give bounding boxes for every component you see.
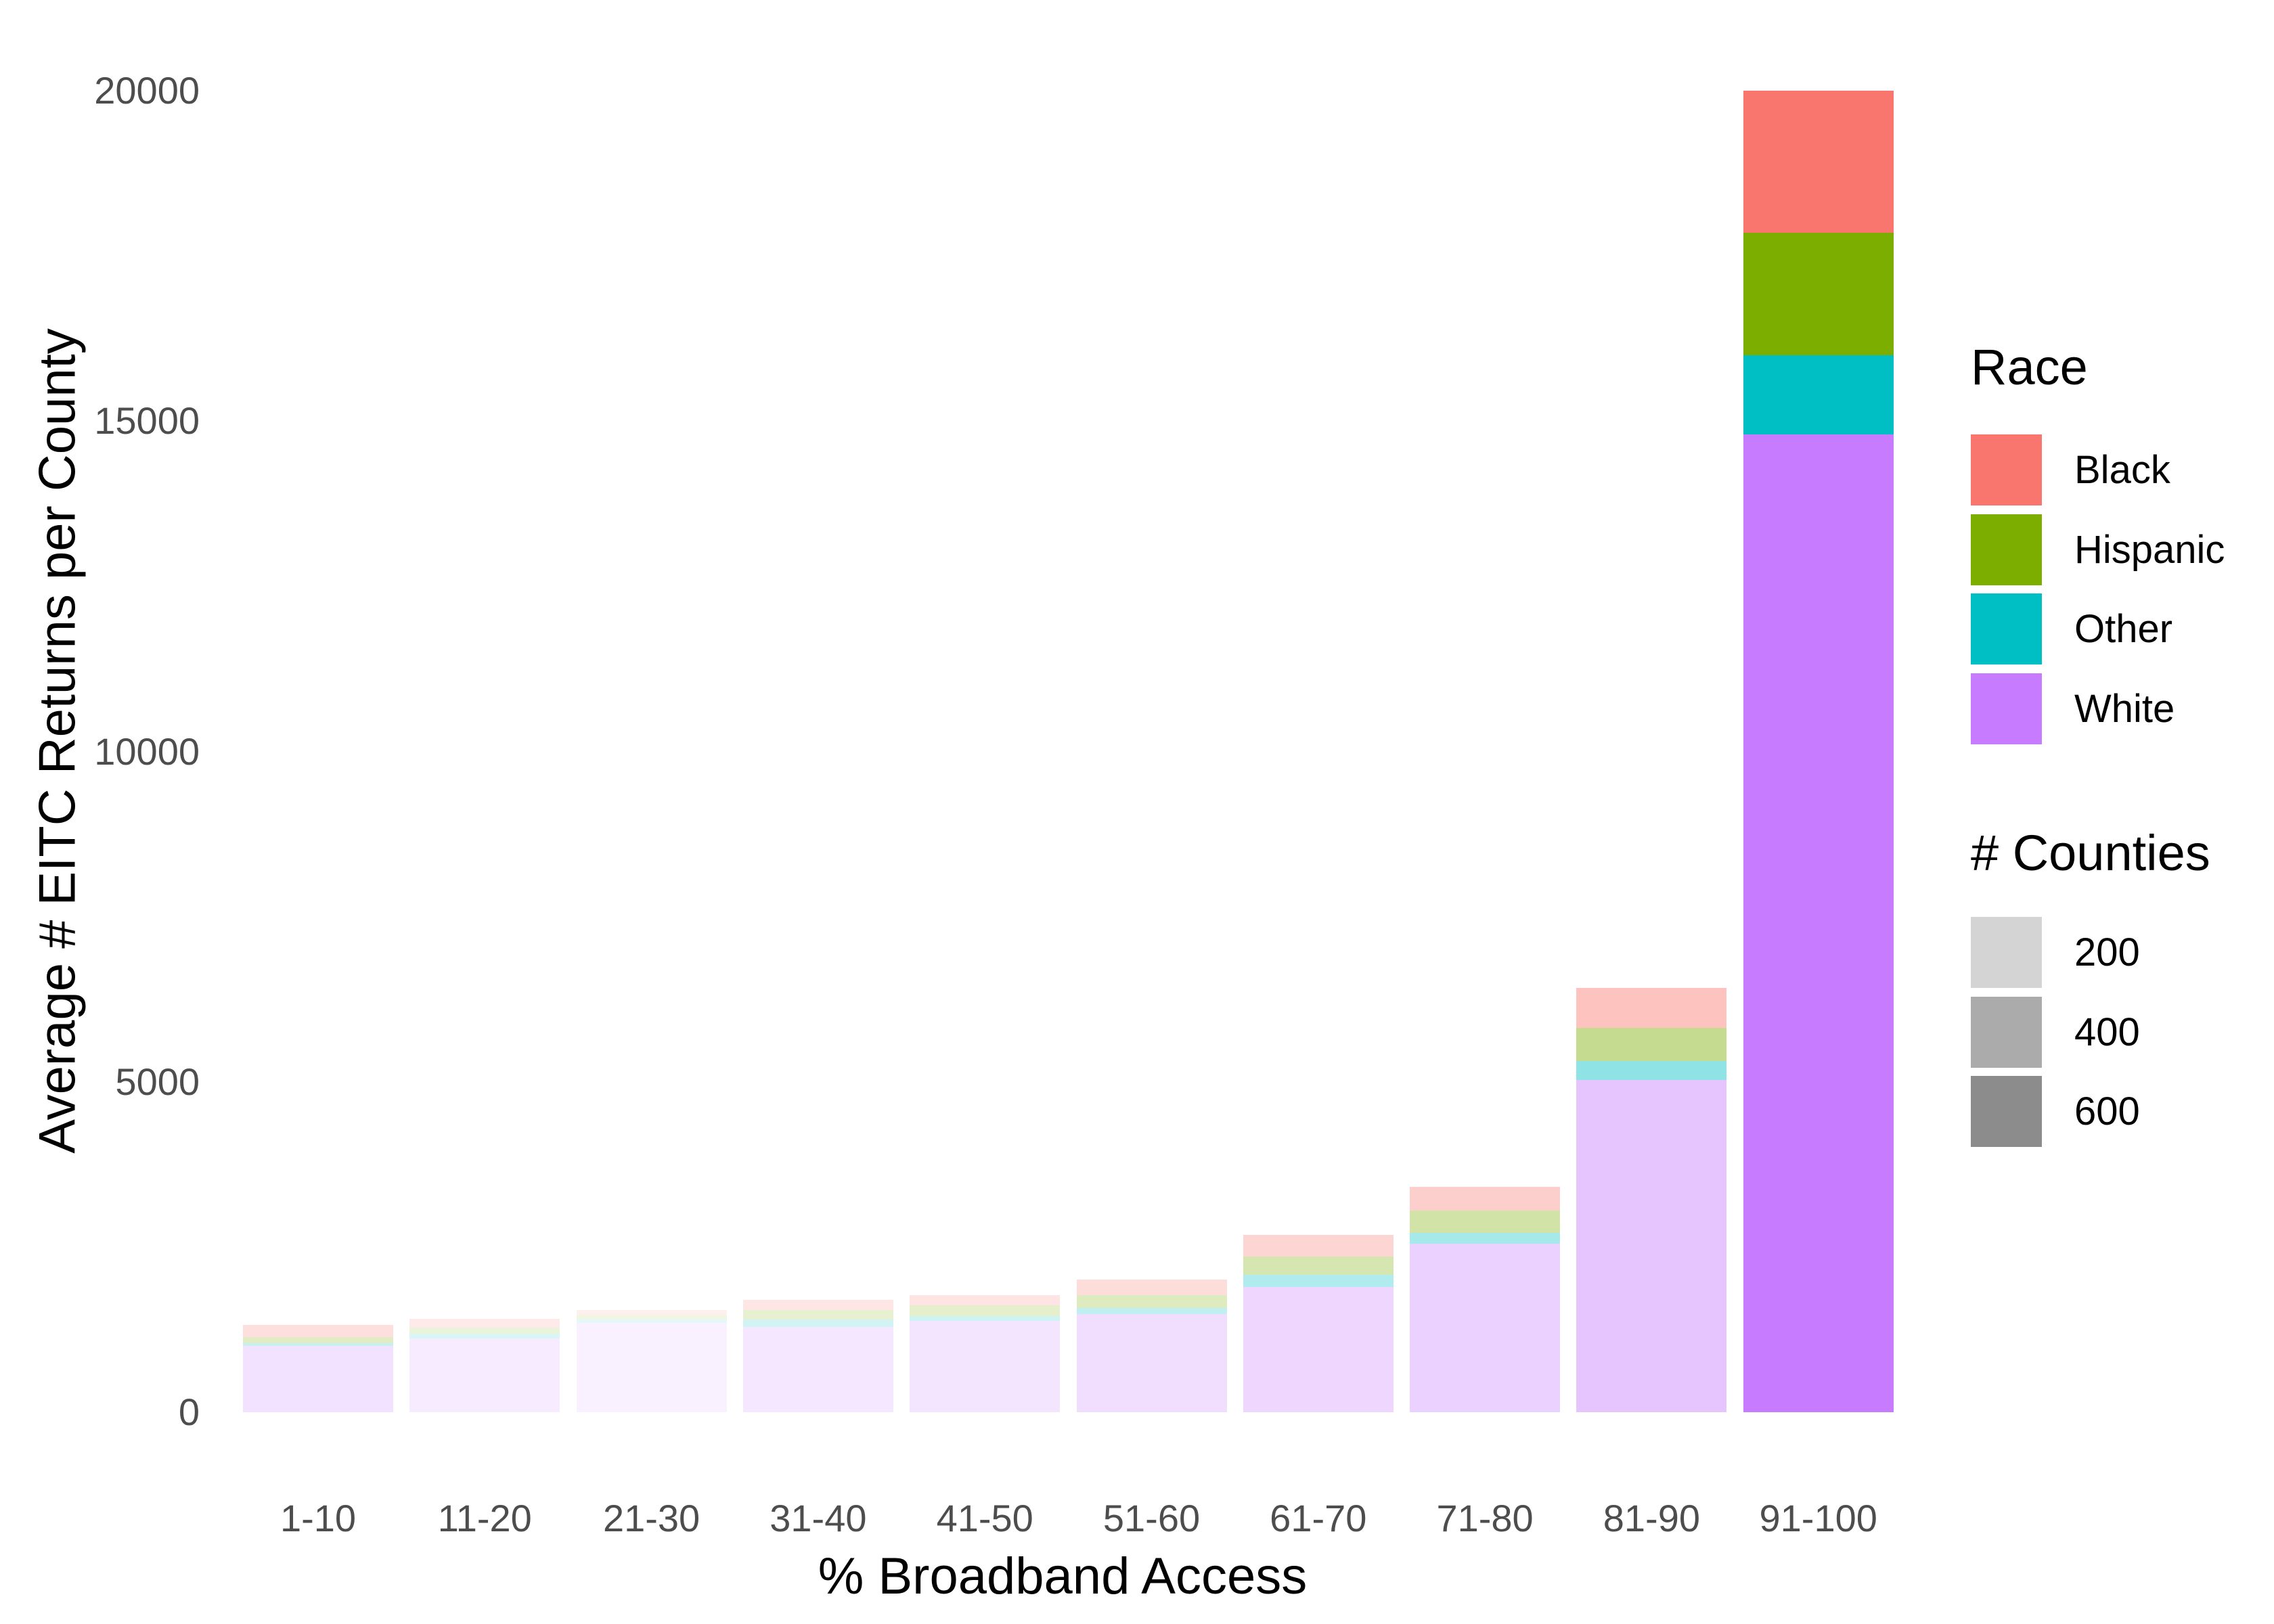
race-legend-title: Race [1971, 339, 2088, 395]
legend-item-600: 600 [1971, 1076, 2140, 1147]
bar-segment-white [1076, 1314, 1227, 1412]
x-tick-label: 81-90 [1603, 1497, 1700, 1539]
bar-segment-black [742, 1300, 893, 1310]
bar-81-90 [1576, 988, 1727, 1412]
y-tick-label: 10000 [94, 729, 200, 773]
bar-segment-hispanic [1076, 1295, 1227, 1308]
x-tick-label: 11-20 [437, 1497, 532, 1539]
legend-label: Black [2074, 448, 2170, 492]
bar-segment-other [1076, 1307, 1227, 1315]
bar-segment-hispanic [243, 1337, 393, 1343]
bar-segment-other [742, 1320, 893, 1327]
bar-11-20 [409, 1319, 560, 1412]
bar-segment-hispanic [1243, 1256, 1394, 1275]
legend-swatch [1971, 1076, 2042, 1147]
legend-item-hispanic: Hispanic [1971, 514, 2225, 585]
legend-item-400: 400 [1971, 996, 2140, 1068]
legend-item-200: 200 [1971, 917, 2140, 988]
bar-segment-other [576, 1319, 727, 1324]
bar-segment-white [1576, 1079, 1727, 1412]
y-tick-label: 20000 [94, 69, 200, 112]
x-tick-label: 61-70 [1270, 1497, 1367, 1539]
bar-segment-other [1743, 355, 1894, 434]
bar-segment-white [409, 1338, 560, 1412]
bar-segment-white [1410, 1243, 1561, 1412]
x-tick-label: 51-60 [1102, 1497, 1201, 1539]
bar-51-60 [1076, 1279, 1227, 1412]
bar-segment-white [1743, 434, 1894, 1412]
bar-segment-hispanic [742, 1309, 893, 1320]
bar-segment-black [1576, 988, 1727, 1028]
bar-segment-white [243, 1345, 393, 1412]
bar-segment-hispanic [576, 1314, 727, 1320]
legend-swatch [1971, 593, 2042, 664]
bar-segment-white [910, 1321, 1061, 1412]
bar-segment-hispanic [1410, 1211, 1561, 1234]
x-tick-label: 91-100 [1759, 1497, 1877, 1539]
bar-segment-other [910, 1316, 1061, 1322]
bar-segment-hispanic [910, 1305, 1061, 1317]
legend-label: 600 [2074, 1089, 2140, 1133]
bar-segment-other [1576, 1061, 1727, 1080]
legend-item-black: Black [1971, 434, 2170, 505]
y-tick-label: 5000 [115, 1060, 200, 1103]
bar-31-40 [742, 1300, 893, 1412]
bar-21-30 [576, 1309, 727, 1412]
bar-segment-black [1410, 1187, 1561, 1211]
bar-41-50 [910, 1295, 1061, 1412]
bar-segment-black [409, 1319, 560, 1328]
legend-swatch [1971, 917, 2042, 988]
legend-swatch [1971, 673, 2042, 744]
legend-label: White [2074, 686, 2175, 731]
bar-segment-hispanic [1743, 232, 1894, 355]
legend-swatch [1971, 434, 2042, 505]
legend-label: Other [2074, 607, 2173, 651]
legend-label: 400 [2074, 1010, 2140, 1054]
bar-1-10 [243, 1325, 393, 1412]
legend-item-other: Other [1971, 593, 2172, 664]
x-tick-label: 41-50 [936, 1497, 1033, 1539]
bar-segment-other [1410, 1233, 1561, 1244]
x-tick-label: 21-30 [602, 1497, 700, 1539]
legend-item-white: White [1971, 673, 2175, 744]
x-tick-label: 71-80 [1436, 1497, 1534, 1539]
y-tick-label: 0 [178, 1391, 200, 1433]
bar-segment-other [243, 1343, 393, 1346]
bar-segment-hispanic [1576, 1027, 1727, 1062]
counties-legend-title: # Counties [1971, 825, 2210, 881]
x-tick-label: 31-40 [770, 1497, 867, 1539]
y-tick-label: 15000 [94, 399, 200, 443]
bar-61-70 [1243, 1235, 1394, 1412]
bar-segment-black [1076, 1279, 1227, 1296]
bar-91-100 [1743, 91, 1894, 1412]
bar-segment-white [742, 1326, 893, 1412]
bar-segment-white [1243, 1287, 1394, 1412]
bar-segment-black [1243, 1235, 1394, 1257]
bar-segment-black [243, 1325, 393, 1338]
legend-label: 200 [2074, 930, 2140, 974]
legend-label: Hispanic [2074, 527, 2225, 572]
bar-segment-black [910, 1295, 1061, 1305]
bar-segment-hispanic [409, 1327, 560, 1334]
bar-segment-black [1743, 91, 1894, 233]
legend-swatch [1971, 996, 2042, 1068]
legend-swatch [1971, 514, 2042, 585]
bar-segment-other [1243, 1274, 1394, 1288]
bar-segment-white [576, 1323, 727, 1412]
x-axis-title: % Broadband Access [818, 1548, 1308, 1605]
bar-segment-other [409, 1333, 560, 1338]
bar-71-80 [1410, 1187, 1561, 1412]
x-tick-label: 1-10 [280, 1497, 357, 1539]
bar-segment-black [576, 1309, 727, 1315]
